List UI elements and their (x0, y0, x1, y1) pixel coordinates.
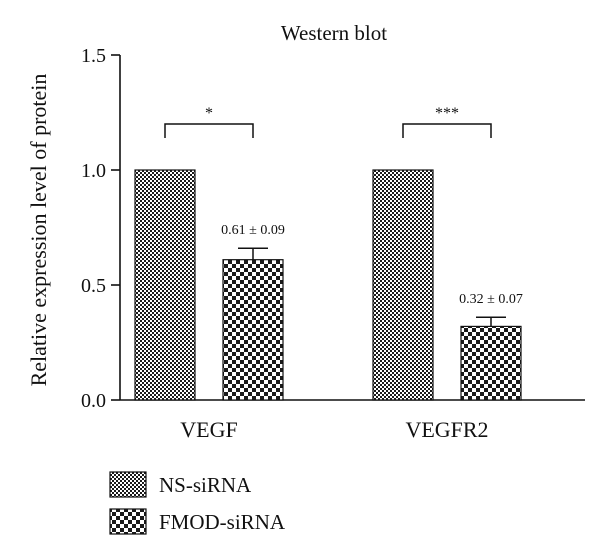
legend-swatch (109, 508, 147, 535)
y-axis-label: Relative expression level of protein (26, 74, 51, 387)
legend: NS-siRNA FMOD-siRNA (109, 471, 286, 535)
significance-brackets: * *** (164, 105, 492, 138)
y-tick-label: 0.5 (81, 275, 106, 297)
y-tick-label: 1.0 (81, 160, 106, 182)
bar (372, 169, 434, 401)
x-tick-label: VEGF (180, 417, 237, 442)
significance-label: *** (435, 105, 459, 122)
chart-title: Western blot (281, 21, 387, 45)
data-label: 0.61 ± 0.09 (221, 223, 285, 238)
x-ticks: VEGF VEGFR2 (180, 417, 488, 442)
bar (134, 169, 196, 401)
x-tick-label: VEGFR2 (405, 417, 488, 442)
y-tick-label: 0.0 (81, 390, 106, 412)
legend-swatch (109, 471, 147, 498)
bar (222, 259, 284, 401)
bars (134, 169, 522, 401)
data-label: 0.32 ± 0.07 (459, 292, 523, 307)
legend-label: FMOD-siRNA (159, 510, 286, 534)
y-tick-label: 1.5 (81, 45, 106, 67)
error-bars (238, 247, 506, 327)
significance-bracket (402, 123, 492, 138)
bar (460, 325, 522, 401)
y-ticks: 0.0 0.5 1.0 1.5 (81, 45, 120, 412)
data-labels: 0.61 ± 0.09 0.32 ± 0.07 (221, 223, 523, 307)
significance-bracket (164, 123, 254, 138)
legend-label: NS-siRNA (159, 473, 252, 497)
significance-label: * (205, 105, 213, 122)
